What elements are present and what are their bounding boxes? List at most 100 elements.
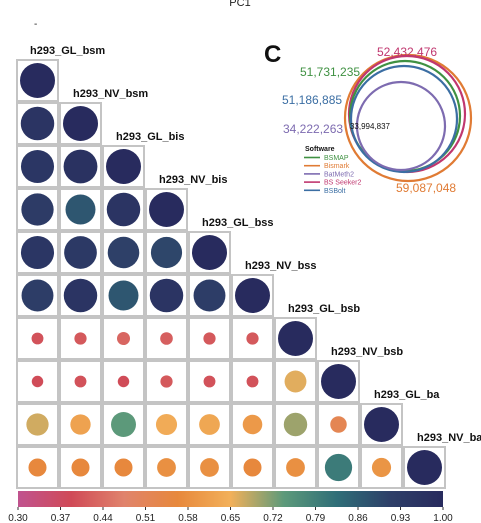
heatmap-dot — [203, 332, 216, 345]
heatmap-dot — [63, 106, 98, 141]
venn-set-value: 52,432,476 — [377, 45, 437, 59]
heatmap-dot — [364, 407, 399, 442]
heatmap-dot — [28, 458, 47, 477]
heatmap-dot — [74, 332, 87, 345]
color-scale-tick-label: 0.72 — [263, 513, 283, 523]
heatmap-row-label: h293_GL_bsb — [288, 303, 360, 315]
heatmap-dot — [64, 236, 97, 269]
legend-label: BSMAP — [324, 155, 349, 162]
heatmap-dot — [200, 458, 219, 477]
venn-set-value: 51,186,885 — [282, 93, 342, 107]
legend-title: Software — [305, 146, 335, 153]
heatmap-dot — [20, 149, 55, 184]
heatmap-row-label: h293_GL_ba — [374, 389, 440, 401]
heatmap-dot — [116, 331, 131, 346]
heatmap-dot — [278, 321, 313, 356]
heatmap-dot — [199, 414, 220, 435]
heatmap-dot — [31, 332, 44, 345]
heatmap-dot — [235, 278, 270, 313]
legend-label: BatMeth2 — [324, 171, 354, 178]
heatmap-cell — [102, 360, 145, 403]
heatmap-dot — [160, 375, 173, 388]
heatmap-dot — [20, 63, 55, 98]
venn-diagram: C 33,994,837 51,731,235 59,087,048 34,222,26… — [264, 41, 473, 195]
color-scale-tick-label: 0.44 — [93, 513, 113, 523]
heatmap-dot — [20, 235, 55, 270]
heatmap-dot — [70, 414, 91, 435]
heatmap-dot — [407, 450, 442, 485]
panel-label: C — [264, 41, 281, 68]
color-scale-gradient — [18, 491, 443, 507]
venn-circle-bsbolt — [349, 64, 459, 174]
heatmap-dot — [71, 458, 90, 477]
heatmap-dot — [150, 236, 183, 269]
legend-label: Bismark — [324, 163, 350, 170]
heatmap-dot — [160, 332, 173, 345]
heatmap-dot — [26, 413, 49, 436]
heatmap-dot — [243, 458, 262, 477]
color-scale-tick-label: 0.86 — [348, 513, 368, 523]
color-scale-tick-label: 0.51 — [136, 513, 156, 523]
heatmap-dot — [107, 236, 140, 269]
heatmap-dot — [321, 364, 356, 399]
heatmap-dot — [246, 332, 259, 345]
heatmap-dot — [330, 416, 347, 433]
color-scale-tick-label: 1.00 — [433, 513, 453, 523]
heatmap-dot — [117, 375, 130, 388]
heatmap-dot — [284, 370, 307, 393]
heatmap-cell — [16, 446, 59, 489]
heatmap-dot — [106, 149, 141, 184]
heatmap-dot — [283, 412, 308, 437]
venn-circle-batmeth2 — [355, 80, 447, 172]
heatmap-dot — [371, 457, 392, 478]
heatmap-dot — [193, 279, 226, 312]
heatmap-row-label: h293_GL_bis — [116, 131, 184, 143]
color-scale-tick-label: 0.30 — [8, 513, 28, 523]
legend-label: BS Seeker2 — [324, 180, 361, 187]
correlation-heatmap: h293_GL_bsm h293_NV_bsm h293_GL_bis h293_NV… — [16, 45, 481, 489]
heatmap-dot — [203, 375, 216, 388]
heatmap-row-label: h293_NV_ba — [417, 432, 481, 444]
color-scale-tick-label: 0.37 — [51, 513, 71, 523]
color-scale-bar: 0.30 0.37 0.44 0.51 0.58 0.65 0.72 0.79 0.86 0.93… — [8, 491, 453, 523]
heatmap-dot — [286, 458, 305, 477]
color-scale-tick-label: 0.93 — [391, 513, 411, 523]
heatmap-dot — [74, 375, 87, 388]
heatmap-row-label: h293_NV_bss — [245, 260, 317, 272]
heatmap-dot — [63, 278, 98, 313]
heatmap-row-label: h293_NV_bsm — [73, 88, 148, 100]
venn-set-value: 59,087,048 — [396, 181, 456, 195]
venn-center-value: 33,994,837 — [350, 122, 391, 131]
heatmap-dot — [114, 458, 133, 477]
top-axis-label: PC1 — [229, 0, 250, 9]
heatmap-dot — [192, 235, 227, 270]
heatmap-dot — [65, 194, 96, 225]
color-scale-tick-label: 0.79 — [306, 513, 326, 523]
heatmap-row-label: h293_NV_bsb — [331, 346, 403, 358]
heatmap-dot — [108, 280, 139, 311]
heatmap-dot — [106, 192, 141, 227]
heatmap-row-label: h293_GL_bsm — [30, 45, 105, 57]
heatmap-dot — [31, 375, 44, 388]
heatmap-dot — [63, 149, 98, 184]
heatmap-dot — [149, 278, 184, 313]
color-scale-tick-label: 0.58 — [178, 513, 198, 523]
legend-label: BSBolt — [324, 188, 345, 195]
color-scale-tick-label: 0.65 — [221, 513, 241, 523]
heatmap-dot — [157, 458, 176, 477]
heatmap-row-label: h293_GL_bss — [202, 217, 274, 229]
heatmap-row-label: h293_NV_bis — [159, 174, 227, 186]
heatmap-dot — [21, 193, 54, 226]
heatmap-cell — [145, 317, 188, 360]
venn-set-value: 34,222,263 — [283, 122, 343, 136]
heatmap-dot — [20, 106, 55, 141]
heatmap-dot — [149, 192, 184, 227]
venn-set-value: 51,731,235 — [300, 65, 360, 79]
heatmap-dot — [155, 413, 178, 436]
heatmap-dot — [324, 453, 353, 482]
heatmap-dot — [111, 412, 136, 437]
heatmap-dot — [246, 375, 259, 388]
stray-mark: - — [34, 19, 37, 30]
heatmap-dot — [21, 279, 54, 312]
